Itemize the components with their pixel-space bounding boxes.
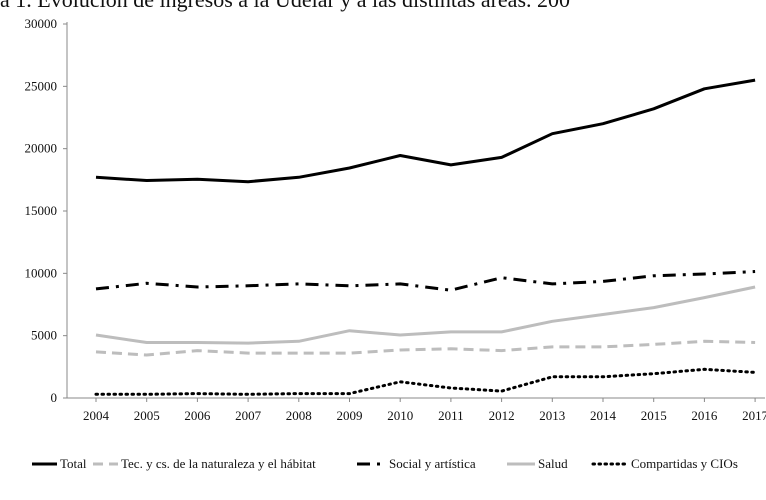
x-tick-label: 2009 [337,408,363,423]
x-tick-label: 2008 [286,408,312,423]
x-tick-label: 2016 [691,408,718,423]
y-tick-label: 15000 [25,203,58,218]
y-tick-label: 0 [51,390,58,405]
x-tick-label: 2013 [539,408,565,423]
legend-label: Social y artística [389,456,476,471]
y-tick-label: 25000 [25,78,58,93]
y-tick-label: 30000 [25,16,58,31]
series-line-5 [94,367,757,396]
y-tick-label: 20000 [25,141,58,156]
legend-label: Compartidas y CIOs [631,456,738,471]
x-tick-label: 2012 [489,408,515,423]
x-tick-label: 2014 [590,408,617,423]
series-line-2 [95,339,756,357]
x-tick-label: 2017 [742,408,766,423]
legend-label: Salud [538,456,568,471]
legend-label: Total [60,456,87,471]
legend-label: Tec. y cs. de la naturaleza y el hábitat [121,456,316,471]
x-tick-label: 2006 [184,408,211,423]
series-line-3 [95,270,756,292]
x-tick-label: 2004 [83,408,110,423]
x-tick-label: 2007 [235,408,262,423]
x-tick-label: 2010 [387,408,413,423]
x-tick-label: 2011 [438,408,464,423]
y-tick-label: 5000 [31,328,57,343]
x-tick-label: 2005 [134,408,160,423]
series-line-1 [95,78,756,184]
y-tick-label: 10000 [25,265,58,280]
series-line-4 [95,285,756,345]
chart-title: a 1. Evolución de ingresos a la Udelar y… [0,0,766,22]
x-tick-label: 2015 [641,408,667,423]
